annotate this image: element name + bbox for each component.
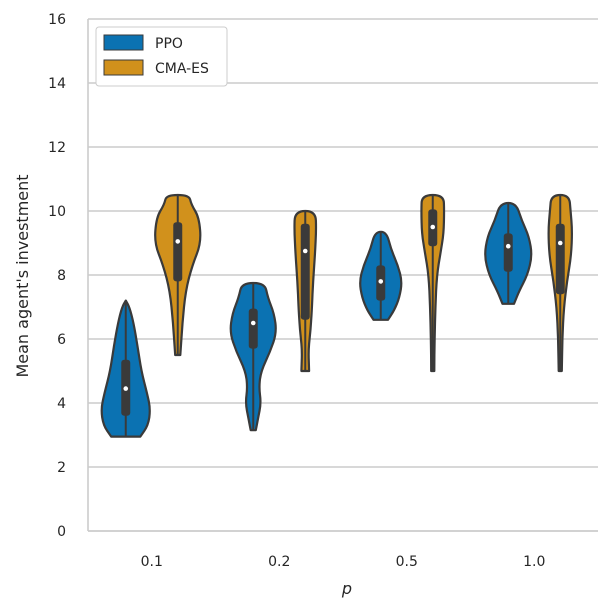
violin-cma-es-1-0 [547,193,573,373]
violin-median-point [557,240,563,246]
violin-median-point [175,239,181,244]
violins-layer [100,193,573,438]
y-tick-4: 4 [57,396,66,412]
x-tick-0-2: 0.2 [268,554,290,570]
violin-iqr-box [503,233,513,272]
y-tick-10: 10 [48,204,66,220]
y-axis-label: Mean agent's investment [13,174,32,377]
violin-iqr-box [555,223,565,295]
violin-iqr-box [300,223,310,320]
violin-iqr-box [173,222,183,282]
y-tick-6: 6 [57,332,66,348]
legend: PPO CMA-ES [95,26,228,87]
y-tick-2: 2 [57,460,66,476]
violin-cma-es-0-2 [293,209,318,373]
axes-spines [87,19,598,532]
violin-median-point [430,224,436,230]
y-tick-labels: 0 2 4 6 8 10 12 14 16 [48,12,66,540]
violin-median-point [302,248,308,254]
y-tick-12: 12 [48,140,66,156]
violin-median-point [378,279,384,284]
y-tick-8: 8 [57,268,66,284]
violin-median-point [123,386,129,391]
violin-cma-es-0-5 [420,193,446,373]
legend-swatch-ppo [103,34,144,51]
x-tick-0-1: 0.1 [141,554,163,570]
violin-ppo-0-1 [100,299,151,438]
violin-iqr-box [248,308,258,349]
y-tick-0: 0 [57,524,66,540]
legend-label-cma-es: CMA-ES [155,61,209,77]
violin-median-point [250,320,256,326]
x-tick-1-0: 1.0 [523,554,545,570]
x-axis-label: p [341,579,352,598]
x-tick-labels: 0.1 0.2 0.5 1.0 [141,554,546,570]
violin-ppo-0-2 [229,281,277,432]
x-tick-0-5: 0.5 [396,554,418,570]
legend-label-ppo: PPO [155,36,183,52]
legend-swatch-cma-es [103,59,144,76]
violin-cma-es-0-1 [154,193,202,357]
violin-ppo-0-5 [359,230,403,321]
y-tick-16: 16 [48,12,66,28]
violin-median-point [505,243,511,249]
violin-ppo-1-0 [484,201,533,305]
y-tick-14: 14 [48,76,66,92]
